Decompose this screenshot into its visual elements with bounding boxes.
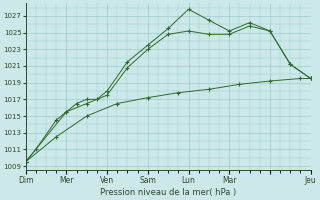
X-axis label: Pression niveau de la mer( hPa ): Pression niveau de la mer( hPa ) bbox=[100, 188, 236, 197]
